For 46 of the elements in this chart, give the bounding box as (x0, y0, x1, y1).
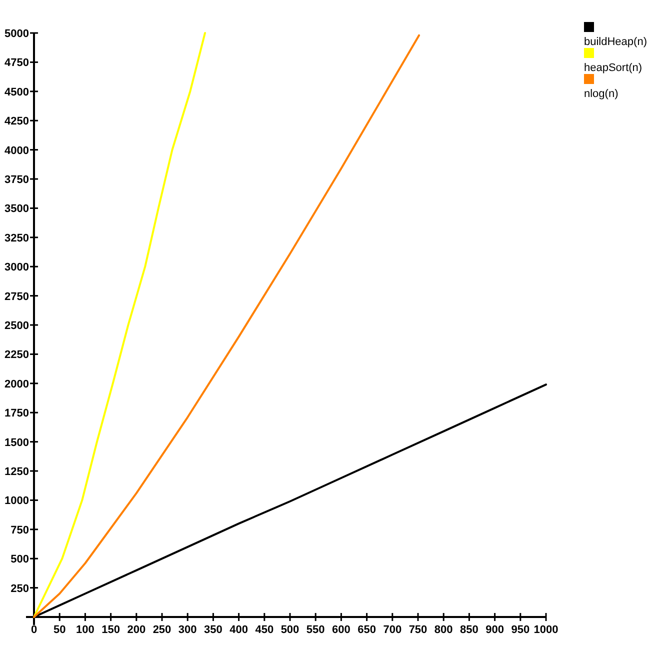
x-tick-label: 100 (76, 624, 94, 636)
line-series (33, 34, 420, 618)
y-tick-label: 1500 (4, 436, 29, 449)
x-tick-label: 400 (230, 624, 248, 636)
legend-label: heapSort(n) (584, 62, 642, 74)
x-tick-label: 650 (358, 624, 376, 636)
legend-label: buildHeap(n) (584, 36, 647, 48)
y-tick-label: 4500 (4, 86, 29, 98)
y-tick-label: 250 (10, 582, 29, 595)
y-tick-label: 3000 (4, 262, 29, 274)
x-tick-label: 950 (511, 624, 530, 636)
x-tick-label: 350 (204, 624, 222, 636)
x-tick-label: 750 (408, 624, 428, 636)
x-tick-label: 500 (280, 624, 300, 636)
x-tick-label: 1000 (534, 624, 558, 636)
y-tick-label: 2750 (4, 290, 29, 303)
y-tick-label: 4750 (4, 57, 29, 70)
x-tick-label: 0 (30, 624, 38, 636)
y-tick-label: 4250 (4, 116, 29, 128)
x-tick-label: 50 (53, 624, 66, 636)
x-tick-label: 250 (152, 624, 172, 636)
y-tick-label: 2000 (4, 378, 29, 390)
y-tick-label: 1750 (4, 408, 29, 420)
y-tick-label: 3250 (4, 232, 29, 244)
x-tick-label: 850 (460, 624, 478, 636)
y-tick-label: 2500 (4, 320, 29, 332)
x-tick-label: 800 (434, 624, 453, 636)
y-tick-label: 3500 (4, 203, 29, 216)
x-tick-label: 700 (383, 624, 402, 636)
y-tick-label: 1000 (4, 495, 29, 508)
y-tick-label: 2250 (4, 349, 29, 362)
x-tick-label: 150 (102, 624, 120, 636)
legend-label: nlog(n) (584, 88, 618, 100)
y-tick-label: 500 (10, 554, 29, 566)
x-tick-label: 600 (332, 624, 350, 636)
y-tick-label: 750 (10, 524, 29, 536)
y-tick-label: 4000 (4, 144, 29, 157)
y-tick-label: 1250 (4, 466, 29, 478)
x-tick-label: 900 (486, 624, 504, 636)
line-series (33, 32, 206, 618)
x-tick-label: 450 (255, 624, 274, 636)
x-tick-label: 200 (127, 624, 146, 636)
y-tick-label: 5000 (4, 28, 29, 40)
y-tick-label: 3750 (4, 174, 29, 186)
x-tick-label: 300 (178, 624, 197, 636)
x-tick-label: 550 (306, 624, 325, 636)
